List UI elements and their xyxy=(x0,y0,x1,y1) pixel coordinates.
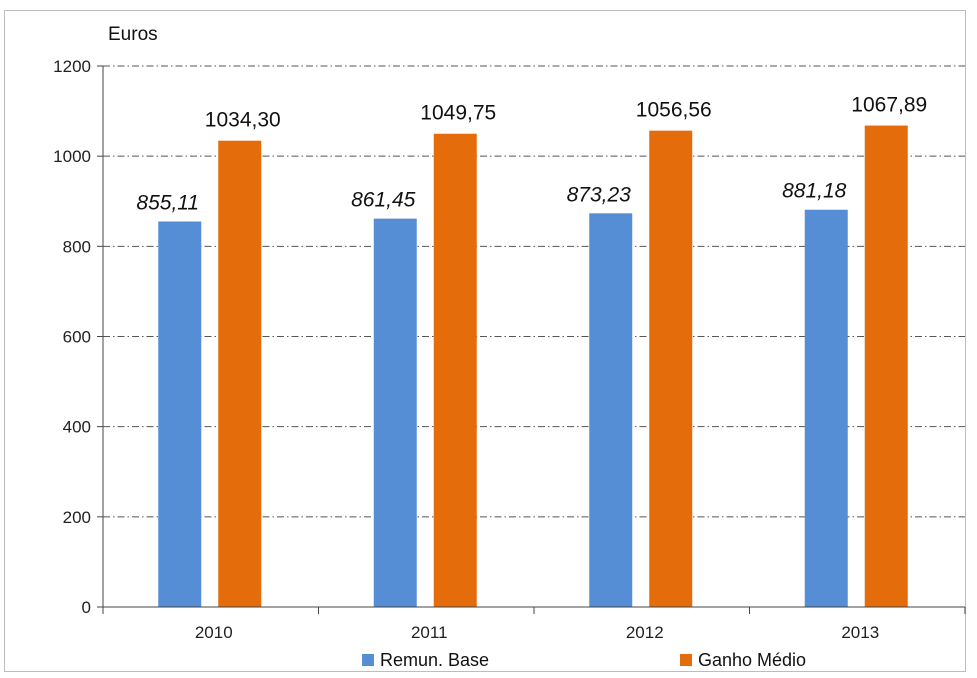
y-tick-label: 800 xyxy=(63,237,91,256)
legend-item: Remun. Base xyxy=(362,650,489,670)
y-axis-ticks: 0 200 400 600 800 1000 1200 xyxy=(53,57,103,617)
y-tick-label: 0 xyxy=(82,598,91,617)
legend-label: Ganho Médio xyxy=(698,650,806,670)
bar-remun-base xyxy=(804,209,848,607)
data-labels: 855,11 861,45 873,23 881,18 1034,30 1049,75 10… xyxy=(136,94,927,215)
y-tick-label: 400 xyxy=(63,418,91,437)
data-label: 1049,75 xyxy=(420,102,496,125)
data-label: 861,45 xyxy=(351,189,416,212)
data-label: 1067,89 xyxy=(851,94,927,117)
data-label: 855,11 xyxy=(136,191,199,214)
y-tick-label: 600 xyxy=(63,328,91,347)
x-tick-label: 2011 xyxy=(411,623,448,642)
bar-ganho-medio xyxy=(218,140,262,608)
legend-item: Ganho Médio xyxy=(680,650,806,670)
bar-remun-base xyxy=(158,221,202,607)
bar-remun-base xyxy=(589,213,633,608)
bar-ganho-medio xyxy=(433,133,477,607)
data-label: 873,23 xyxy=(567,183,632,206)
gridlines xyxy=(103,65,965,518)
legend-swatch xyxy=(680,654,692,666)
legend-swatch xyxy=(362,654,374,666)
data-label: 1056,56 xyxy=(636,99,712,122)
y-tick-label: 1200 xyxy=(53,57,91,76)
bar-ganho-medio xyxy=(649,130,693,607)
data-label: 1034,30 xyxy=(205,109,281,132)
bars xyxy=(158,125,908,608)
y-tick-label: 1000 xyxy=(53,147,91,166)
y-tick-label: 200 xyxy=(63,508,91,527)
bar-ganho-medio xyxy=(864,125,908,607)
bar-remun-base xyxy=(373,218,417,607)
x-tick-label: 2012 xyxy=(626,623,664,642)
x-axis: 2010 2011 2012 2013 xyxy=(102,66,966,642)
x-tick-label: 2013 xyxy=(841,623,879,642)
legend-label: Remun. Base xyxy=(380,650,489,670)
y-axis-label: Euros xyxy=(108,24,158,45)
legend: Remun. Base Ganho Médio xyxy=(362,650,806,670)
x-tick-label: 2010 xyxy=(195,623,233,642)
data-label: 881,18 xyxy=(782,180,847,203)
